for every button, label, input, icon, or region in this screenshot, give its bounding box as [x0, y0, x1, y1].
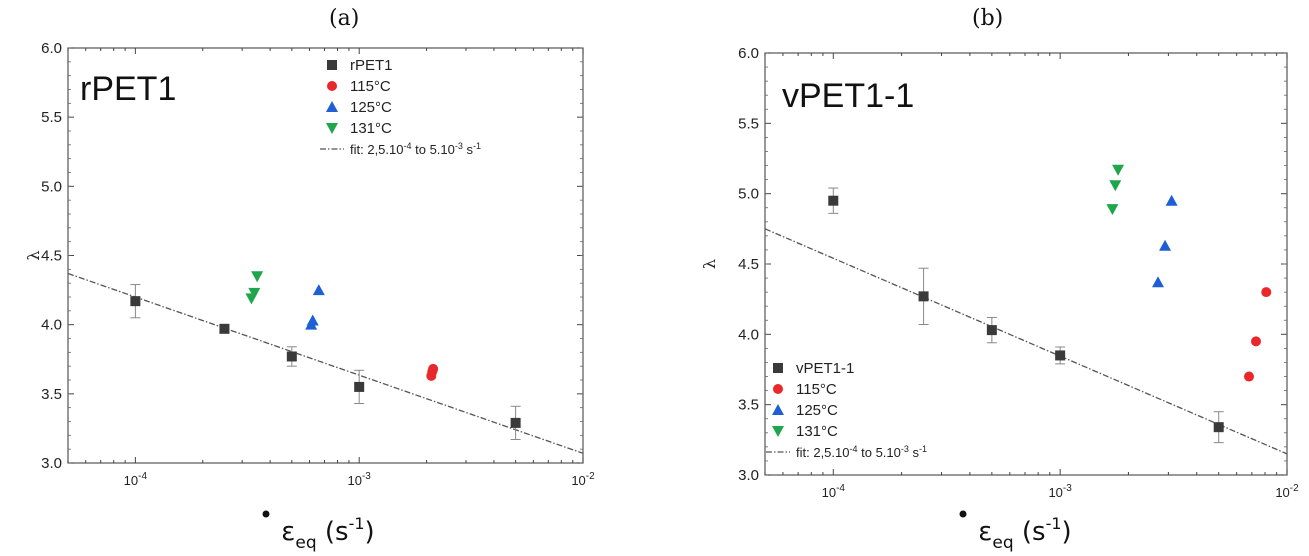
chart-panel-a: 3.03.54.04.55.05.56.010-4 10-3 10-2rPET1rP… [24, 40, 595, 553]
data-point [510, 417, 521, 428]
data-point [1152, 276, 1165, 288]
legend-label: 125°C [796, 402, 838, 419]
series-125c [305, 284, 325, 330]
data-point [1165, 194, 1178, 206]
data-point [354, 381, 365, 392]
y-tick-label: 5.0 [738, 186, 759, 203]
fit-line [67, 272, 584, 454]
y-tick-label: 3.5 [41, 386, 62, 403]
data-point [1261, 287, 1272, 298]
y-axis-label: λ [24, 250, 43, 260]
legend-marker [772, 426, 784, 437]
data-point [1106, 204, 1119, 216]
legend-label: rPET1 [350, 57, 393, 74]
plot-frame [67, 47, 584, 464]
legend-marker [773, 384, 783, 394]
data-point [251, 271, 264, 283]
data-point [1250, 336, 1261, 347]
data-point [286, 351, 297, 362]
fit-line [764, 228, 1288, 455]
legend-label: 131°C [350, 120, 392, 137]
legend-marker [327, 81, 337, 91]
x-tick-label: 10-4 [822, 483, 846, 500]
y-tick-label: 6.0 [738, 45, 759, 62]
data-point [1213, 422, 1224, 433]
panel-b-label: (b) [972, 6, 1004, 31]
legend-fit-label: fit: 2,5.10-4 to 5.10-3 s-1 [350, 141, 481, 157]
rate-dot [959, 510, 967, 518]
data-point [828, 195, 839, 206]
data-point [1109, 180, 1122, 192]
legend-label: 115°C [796, 381, 837, 398]
y-tick-label: 3.0 [738, 467, 759, 484]
x-tick-label: 10-2 [1275, 483, 1299, 500]
plot-frame [764, 52, 1288, 476]
y-tick-label: 4.0 [41, 317, 62, 334]
legend-marker [326, 123, 338, 134]
x-tick-label: 10-3 [1048, 483, 1072, 500]
panel-a-label: (a) [329, 6, 360, 31]
data-point [1159, 239, 1172, 251]
data-point [428, 363, 439, 374]
legend-fit-label: fit: 2,5.10-4 to 5.10-3 s-1 [796, 444, 927, 460]
legend-marker [773, 363, 783, 373]
legend-marker [326, 101, 338, 112]
data-point [1112, 164, 1125, 176]
legend-label: 131°C [796, 423, 838, 440]
chart-title: rPET1 [80, 70, 176, 108]
x-axis-label: εeq (s-1) [978, 514, 1071, 553]
legend-label: 125°C [350, 99, 392, 116]
legend-label: 115°C [350, 78, 391, 95]
series-reference [828, 187, 1224, 444]
data-point [1244, 371, 1255, 382]
data-point [219, 323, 230, 334]
chart-title: vPET1-1 [782, 77, 914, 115]
y-tick-label: 4.0 [738, 326, 759, 343]
y-axis-label: λ [700, 259, 719, 269]
legend-label: vPET1-1 [796, 360, 854, 377]
series-125c [1152, 194, 1178, 288]
data-point [130, 296, 141, 307]
data-point [248, 287, 261, 299]
series-115c [426, 363, 439, 381]
data-point [312, 284, 325, 296]
data-point [1055, 350, 1066, 361]
series-131c [245, 271, 264, 305]
x-tick-label: 10-2 [571, 471, 595, 488]
y-tick-label: 5.5 [41, 109, 62, 126]
y-tick-label: 5.5 [738, 115, 759, 132]
x-tick-label: 10-4 [124, 471, 148, 488]
y-tick-label: 5.0 [41, 178, 62, 195]
data-point [918, 291, 929, 302]
data-point [306, 314, 319, 326]
y-tick-label: 4.5 [41, 248, 62, 265]
y-tick-label: 3.5 [738, 397, 759, 414]
legend-marker [327, 60, 337, 70]
rate-dot [262, 510, 270, 518]
legend-marker [772, 404, 784, 415]
y-tick-label: 4.5 [738, 256, 759, 273]
y-tick-label: 6.0 [41, 40, 62, 57]
legend: vPET1-1 115°C 125°C 131°C fit: 2,5.10-4 to 5… [766, 360, 927, 460]
x-axis-label: εeq (s-1) [281, 514, 374, 553]
legend: rPET1 115°C 125°C 131°C fit: 2,5.10-4 to 5.1… [320, 57, 481, 157]
chart-panel-b: 3.0 3.5 4.0 4.5 5.0 5.5 6.0 10-4 10-3 10-2 vPET1-1… [700, 45, 1299, 553]
series-115c [1244, 287, 1272, 382]
series-reference [130, 284, 521, 440]
x-tick-label: 10-3 [347, 471, 371, 488]
y-tick-label: 3.0 [41, 455, 62, 472]
series-131c [1106, 164, 1125, 216]
data-point [986, 325, 997, 336]
